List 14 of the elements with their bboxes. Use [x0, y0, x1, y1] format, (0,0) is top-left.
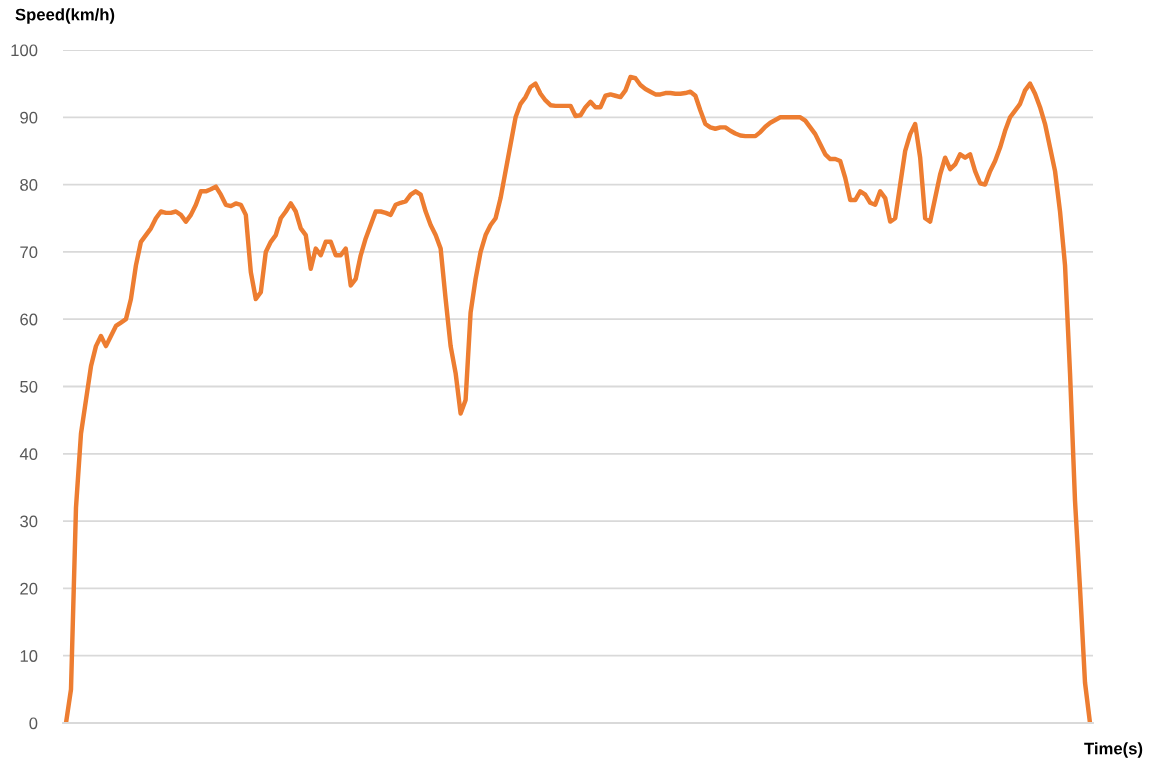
y-tick-label: 100 [11, 44, 38, 57]
y-tick-label: 40 [19, 448, 38, 460]
y-tick-label: 20 [20, 582, 38, 595]
y-axis-title: Speed(km/h) [15, 8, 115, 24]
y-tick-label: 90 [20, 111, 38, 124]
y-tick-label: 60 [20, 313, 38, 326]
y-tick-label: 70 [20, 246, 38, 259]
y-tick-label: 50 [20, 380, 38, 393]
y-tick-label: 0 [29, 717, 38, 730]
y-tick-label: 10 [20, 650, 38, 662]
x-axis-title: Time(s) [1084, 742, 1143, 758]
y-tick-label: 80 [20, 179, 38, 191]
y-tick-label: 30 [20, 515, 38, 528]
line-series [63, 74, 1093, 723]
